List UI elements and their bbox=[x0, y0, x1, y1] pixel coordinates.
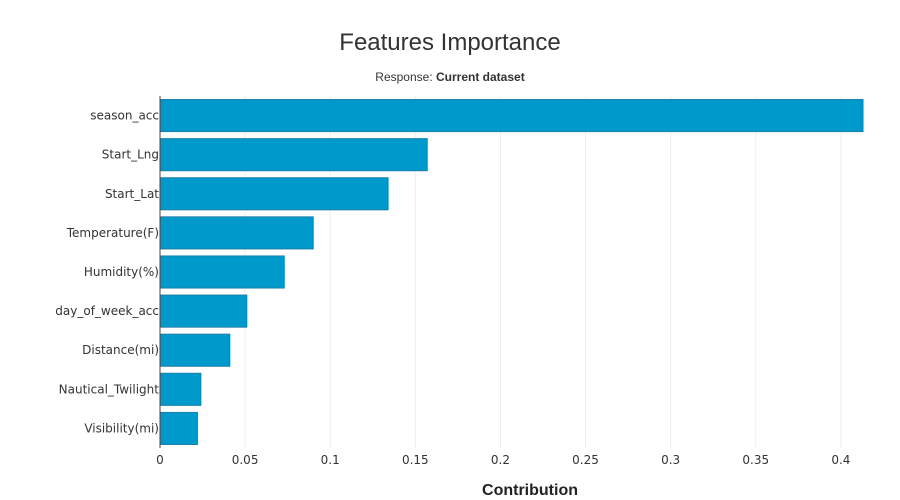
bar[interactable] bbox=[159, 333, 231, 367]
bar[interactable] bbox=[159, 138, 428, 172]
x-tick-label: 0.05 bbox=[232, 453, 259, 467]
y-tick-label: Start_Lat bbox=[105, 187, 159, 201]
x-tick-label: 0.1 bbox=[321, 453, 340, 467]
y-tick-label: Humidity(%) bbox=[84, 265, 159, 279]
x-tick-label: 0.3 bbox=[661, 453, 680, 467]
bars-group bbox=[159, 99, 864, 445]
x-tick-label: 0.2 bbox=[491, 453, 510, 467]
chart-subtitle: Response: Current dataset bbox=[375, 70, 524, 84]
subtitle-value: Current dataset bbox=[436, 70, 525, 84]
chart-title: Features Importance bbox=[339, 29, 560, 56]
bar[interactable] bbox=[159, 177, 389, 211]
x-tick-label: 0.25 bbox=[572, 453, 599, 467]
y-tick-label: Nautical_Twilight bbox=[59, 382, 160, 396]
x-tick-label: 0.35 bbox=[742, 453, 769, 467]
bar[interactable] bbox=[159, 216, 314, 250]
x-tick-label: 0.4 bbox=[831, 453, 850, 467]
y-tick-labels: season_acc Start_Lng Start_Lat Temperature(… bbox=[55, 109, 159, 436]
bar[interactable] bbox=[159, 372, 202, 406]
y-tick-label: Temperature(F) bbox=[66, 226, 159, 240]
x-axis-title: Contribution bbox=[482, 482, 578, 499]
x-tick-label: 0 bbox=[156, 453, 164, 467]
y-tick-label: Distance(mi) bbox=[82, 343, 159, 357]
bar[interactable] bbox=[159, 411, 198, 445]
bar[interactable] bbox=[159, 99, 864, 133]
bar[interactable] bbox=[159, 255, 285, 289]
y-tick-label: Visibility(mi) bbox=[84, 421, 159, 435]
y-tick-label: season_acc bbox=[90, 109, 159, 123]
x-tick-labels: 0 0.05 0.1 0.15 0.2 0.25 0.3 0.35 0.4 bbox=[156, 453, 850, 467]
x-tick-label: 0.15 bbox=[402, 453, 429, 467]
y-tick-label: Start_Lng bbox=[102, 148, 159, 162]
subtitle-prefix: Response: bbox=[375, 70, 436, 84]
y-tick-label: day_of_week_acc bbox=[55, 304, 159, 318]
bar[interactable] bbox=[159, 294, 248, 328]
